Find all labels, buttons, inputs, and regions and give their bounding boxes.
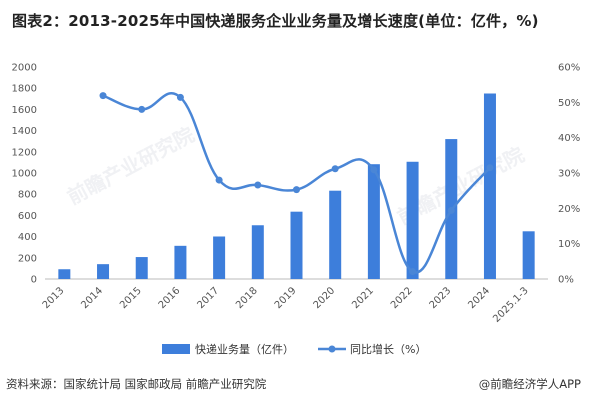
legend-bar-label: 快递业务量（亿件） — [195, 342, 294, 356]
y-right-tick-label: 20% — [558, 204, 580, 215]
x-tick-label: 2014 — [79, 285, 105, 311]
growth-point — [447, 206, 455, 214]
bar — [406, 161, 419, 279]
y-right-tick-label: 60% — [558, 63, 580, 74]
x-tick-label: 2017 — [195, 285, 221, 311]
y-right-tick-label: 10% — [558, 239, 580, 250]
x-tick-label: 2024 — [466, 285, 492, 311]
x-tick-label: 2023 — [428, 285, 454, 311]
growth-point — [99, 92, 107, 100]
x-tick-label: 2021 — [350, 285, 376, 311]
y-left-tick-label: 2000 — [12, 63, 37, 74]
growth-point — [138, 105, 146, 113]
y-right-tick-label: 40% — [558, 133, 580, 144]
bar — [97, 264, 110, 279]
chart: 0 200 400 600 800 1000 1200 1400 1600 1800 2000 0% 1… — [12, 63, 581, 357]
bar — [174, 245, 187, 279]
chart-title: 图表2：2013-2025年中国快递服务企业业务量及增长速度(单位：亿件，%) — [12, 12, 539, 30]
growth-point — [176, 93, 184, 101]
legend-line-marker — [328, 345, 336, 353]
bar — [290, 211, 303, 279]
y-left-tick-label: 1000 — [12, 169, 37, 180]
y-right-tick-label: 0% — [558, 275, 574, 286]
growth-point — [254, 181, 262, 189]
x-tick-label: 2022 — [389, 285, 415, 311]
bar — [367, 164, 380, 279]
growth-point — [293, 186, 300, 194]
x-tick-label: 2019 — [273, 285, 299, 311]
legend-line-label: 同比增长（%） — [350, 342, 426, 356]
bar — [329, 190, 342, 279]
legend-bar-swatch — [162, 344, 190, 354]
growth-point — [331, 165, 339, 173]
bar — [213, 236, 226, 279]
y-left-tick-label: 1200 — [12, 147, 37, 158]
x-tick-label: 2018 — [234, 285, 260, 311]
y-left-tick-label: 1600 — [12, 105, 37, 116]
bar — [483, 93, 496, 279]
x-tick-label: 2016 — [157, 285, 183, 311]
growth-point — [409, 268, 417, 276]
x-tick-label: 2015 — [118, 285, 144, 311]
x-tick-label: 2013 — [41, 285, 67, 311]
y-left-tick-label: 200 — [18, 253, 37, 264]
y-left-tick-label: 600 — [18, 211, 37, 222]
x-tick-label: 2020 — [312, 285, 338, 311]
y-left-tick-label: 1800 — [12, 84, 37, 95]
bar — [251, 225, 264, 279]
y-right-tick-label: 30% — [558, 169, 580, 180]
y-left-tick-label: 1400 — [12, 126, 37, 137]
growth-point — [486, 164, 494, 172]
y-left-tick-label: 400 — [18, 232, 37, 243]
credit-note: @前瞻经济学人APP — [478, 377, 581, 391]
y-left-tick-label: 0 — [31, 275, 37, 286]
growth-point — [370, 166, 378, 174]
x-tick-label: 2025.1-3 — [491, 285, 531, 325]
bar — [135, 257, 148, 279]
y-right-tick-label: 50% — [558, 98, 580, 109]
bar — [522, 231, 535, 279]
growth-point — [215, 176, 223, 184]
source-note: 资料来源：国家统计局 国家邮政局 前瞻产业研究院 — [6, 377, 267, 391]
y-left-tick-label: 800 — [18, 190, 37, 201]
bar — [58, 269, 71, 279]
